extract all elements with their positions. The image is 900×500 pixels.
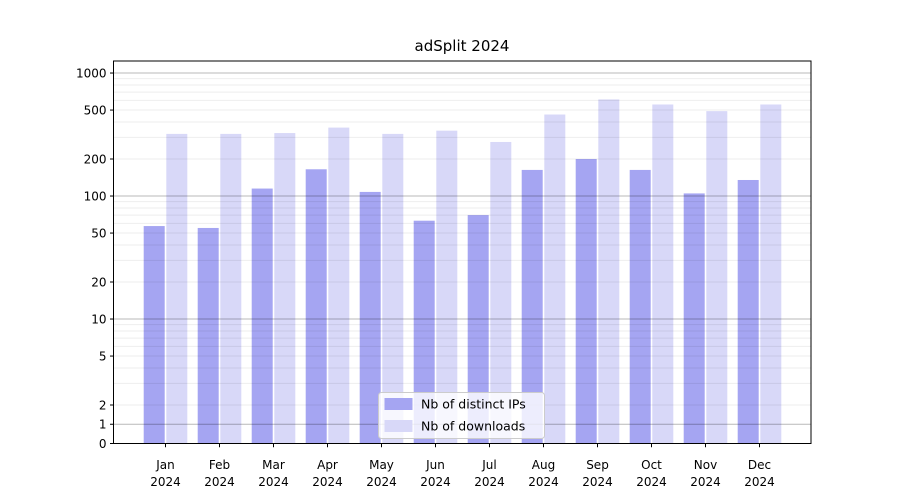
bar-nb-of-distinct-ips-nov bbox=[683, 193, 705, 444]
x-tick-label-month: Apr bbox=[317, 458, 338, 472]
x-tick-label-year: 2024 bbox=[150, 475, 181, 489]
bar-nb-of-downloads-dec bbox=[760, 104, 782, 444]
bar-nb-of-distinct-ips-oct bbox=[629, 169, 651, 444]
legend-swatch-nb-of-distinct-ips bbox=[384, 398, 413, 410]
y-tick-label: 5 bbox=[99, 349, 107, 363]
x-tick-label-month: Oct bbox=[641, 458, 662, 472]
legend: Nb of distinct IPs Nb of downloads bbox=[378, 392, 545, 439]
bar-nb-of-distinct-ips-aug bbox=[521, 169, 543, 444]
y-tick-label: 1000 bbox=[76, 66, 107, 80]
bars-layer bbox=[143, 99, 782, 444]
x-tick-label-month: Jul bbox=[481, 458, 496, 472]
bar-nb-of-downloads-aug bbox=[544, 114, 566, 444]
x-tick-label-month: May bbox=[369, 458, 394, 472]
x-tick-label-month: Jan bbox=[155, 458, 175, 472]
bar-nb-of-downloads-mar bbox=[274, 133, 296, 444]
x-tick-label-year: 2024 bbox=[474, 475, 505, 489]
x-tick-label-year: 2024 bbox=[312, 475, 343, 489]
x-tick-label-month: Mar bbox=[262, 458, 285, 472]
legend-swatch-nb-of-downloads bbox=[384, 420, 413, 432]
legend-label: Nb of downloads bbox=[421, 418, 525, 433]
x-tick-label-year: 2024 bbox=[582, 475, 613, 489]
bar-nb-of-distinct-ips-jan bbox=[143, 226, 165, 444]
x-tick-label-month: Aug bbox=[532, 458, 555, 472]
bar-nb-of-distinct-ips-mar bbox=[251, 188, 273, 444]
x-tick-label-month: Jun bbox=[425, 458, 445, 472]
x-tick-label-year: 2024 bbox=[636, 475, 667, 489]
bar-nb-of-distinct-ips-sep bbox=[575, 159, 597, 444]
y-tick-label: 50 bbox=[91, 226, 106, 240]
bar-nb-of-distinct-ips-jul bbox=[467, 215, 489, 444]
x-tick-label-year: 2024 bbox=[690, 475, 721, 489]
bar-nb-of-downloads-jun bbox=[436, 130, 458, 444]
chart-title: adSplit 2024 bbox=[415, 37, 510, 55]
bar-nb-of-distinct-ips-feb bbox=[197, 227, 219, 444]
bar-nb-of-downloads-apr bbox=[328, 127, 350, 444]
y-tick-label: 0 bbox=[99, 437, 107, 451]
x-tick-label-year: 2024 bbox=[528, 475, 559, 489]
x-tick-label-year: 2024 bbox=[258, 475, 289, 489]
x-tick-label-year: 2024 bbox=[420, 475, 451, 489]
grid-layer bbox=[113, 72, 811, 425]
bar-nb-of-downloads-nov bbox=[706, 111, 728, 444]
bar-nb-of-distinct-ips-apr bbox=[305, 169, 327, 444]
y-tick-label: 200 bbox=[84, 152, 107, 166]
tick-labels-layer: 0 1 2 5 10 20 50 100 200 500 1000 Jan 2024 Feb 2024 Mar… bbox=[76, 66, 775, 489]
bar-nb-of-downloads-feb bbox=[220, 133, 242, 444]
bar-nb-of-distinct-ips-dec bbox=[737, 179, 759, 444]
x-tick-label-month: Feb bbox=[209, 458, 230, 472]
legend-label: Nb of distinct IPs bbox=[421, 396, 526, 411]
bar-nb-of-distinct-ips-may bbox=[359, 191, 381, 444]
bar-nb-of-downloads-jul bbox=[490, 141, 512, 444]
bar-nb-of-downloads-jan bbox=[166, 133, 188, 444]
plot-border bbox=[113, 60, 812, 444]
bar-nb-of-downloads-sep bbox=[598, 99, 620, 444]
x-tick-label-year: 2024 bbox=[744, 475, 775, 489]
bar-nb-of-downloads-may bbox=[382, 133, 404, 444]
bar-nb-of-downloads-oct bbox=[652, 104, 674, 444]
y-tick-label: 500 bbox=[84, 103, 107, 117]
y-tick-label: 10 bbox=[91, 312, 106, 326]
y-tick-label: 100 bbox=[84, 189, 107, 203]
x-tick-label-month: Sep bbox=[586, 458, 609, 472]
bar-nb-of-distinct-ips-jun bbox=[413, 220, 435, 444]
x-tick-label-month: Nov bbox=[694, 458, 717, 472]
y-tick-label: 20 bbox=[91, 275, 106, 289]
x-tick-label-month: Dec bbox=[748, 458, 771, 472]
y-tick-label: 1 bbox=[99, 418, 107, 432]
x-tick-label-year: 2024 bbox=[204, 475, 235, 489]
axes-layer bbox=[110, 60, 812, 448]
y-tick-label: 2 bbox=[99, 398, 107, 412]
x-tick-label-year: 2024 bbox=[366, 475, 397, 489]
legend-box bbox=[378, 392, 545, 439]
